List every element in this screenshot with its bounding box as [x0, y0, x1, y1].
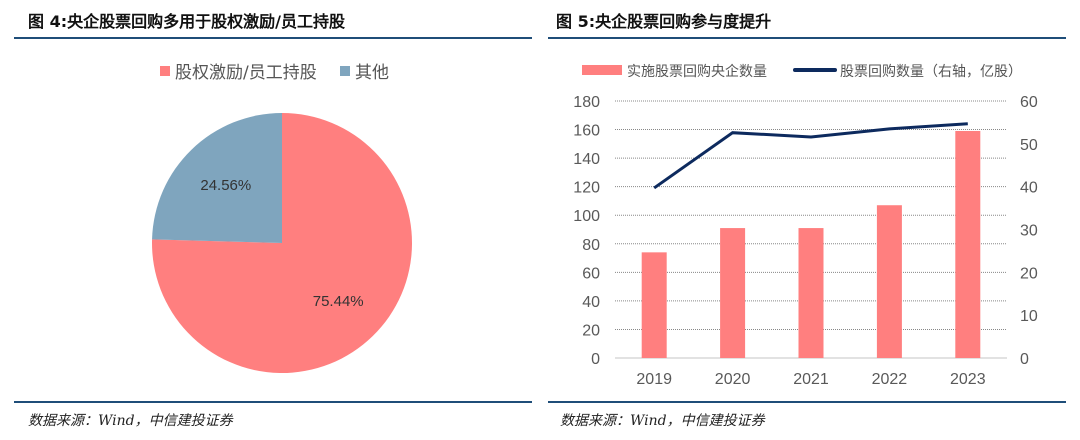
y-right-tick-label: 0	[1020, 351, 1029, 368]
right-title: 图 5:央企股票回购参与度提升	[556, 12, 772, 31]
legend-swatch-bar	[582, 65, 622, 75]
right-source: 数据来源：Wind，中信建投证券	[560, 413, 765, 429]
y-left-tick-label: 160	[573, 123, 600, 140]
right-title-rule	[548, 37, 1066, 39]
y-left-tick-label: 0	[591, 351, 600, 368]
legend-label: 股权激励/员工持股	[175, 63, 317, 83]
bar	[720, 228, 746, 358]
y-right-tick-label: 40	[1020, 180, 1038, 197]
x-tick-label: 2022	[872, 371, 908, 388]
legend-swatch	[160, 66, 170, 76]
left-title: 图 4:央企股票回购多用于股权激励/员工持股	[28, 12, 345, 31]
left-source: 数据来源：Wind，中信建投证券	[28, 413, 233, 429]
y-right-tick-label: 20	[1020, 265, 1038, 282]
y-left-tick-label: 120	[573, 180, 600, 197]
line-series	[653, 122, 968, 190]
y-left-tick-label: 140	[573, 151, 600, 168]
legend-label-bar: 实施股票回购央企数量	[627, 63, 767, 80]
y-left-tick-label: 100	[573, 208, 600, 225]
bar	[798, 228, 824, 358]
bar	[955, 130, 981, 358]
y-left-tick-label: 80	[582, 237, 600, 254]
legend-label-line: 股票回购数量（右轴，亿股）	[840, 64, 1022, 80]
y-left-tick-label: 20	[582, 322, 600, 339]
bar	[876, 205, 902, 358]
y-right-tick-label: 50	[1020, 137, 1038, 154]
pie-data-label: 24.56%	[200, 177, 251, 194]
left-title-rule	[14, 37, 532, 39]
x-tick-label: 2023	[950, 371, 986, 388]
y-left-tick-label: 60	[582, 265, 600, 282]
y-left-tick-label: 40	[582, 294, 600, 311]
legend-swatch	[340, 66, 350, 76]
y-right-tick-label: 10	[1020, 308, 1038, 325]
x-tick-label: 2020	[715, 371, 751, 388]
pie-data-label: 75.44%	[313, 293, 364, 310]
pie-slice	[152, 113, 282, 243]
legend-label: 其他	[355, 63, 389, 83]
right-footer-rule	[548, 401, 1066, 403]
y-left-tick-label: 180	[573, 94, 600, 111]
bar	[641, 252, 667, 358]
x-tick-label: 2019	[636, 371, 672, 388]
y-right-tick-label: 30	[1020, 223, 1038, 240]
x-tick-label: 2021	[793, 371, 829, 388]
y-right-tick-label: 60	[1020, 94, 1038, 111]
left-footer-rule	[14, 401, 532, 403]
